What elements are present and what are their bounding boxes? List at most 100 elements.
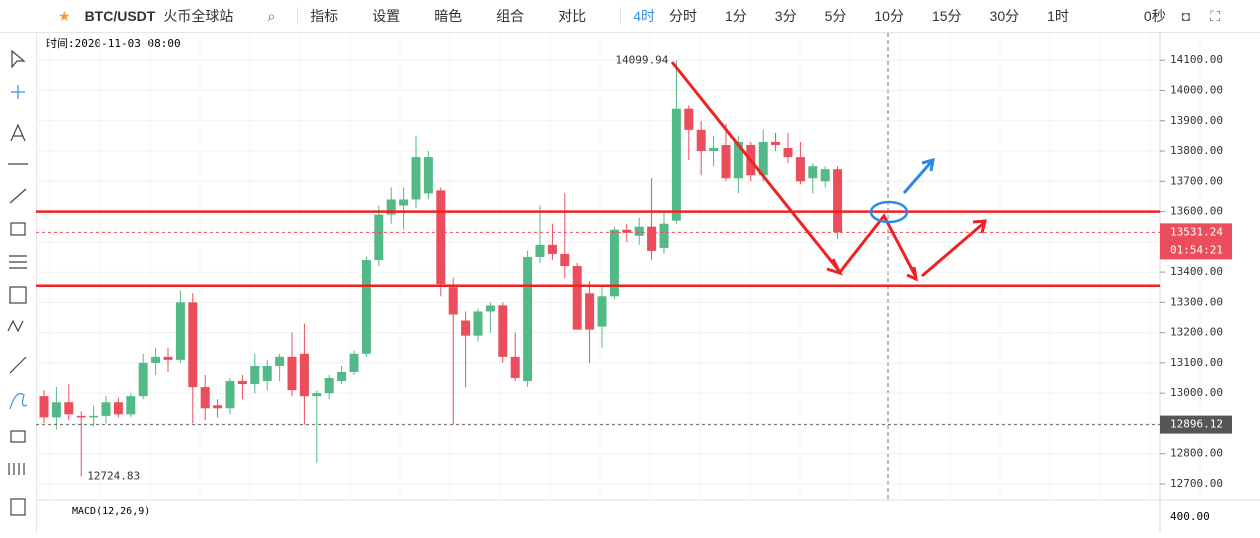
interval-button[interactable]: 分时 <box>668 8 697 24</box>
ruler-tool[interactable] <box>9 356 27 374</box>
candle-body <box>138 362 148 397</box>
fib-tool[interactable] <box>9 255 27 269</box>
camera-icon[interactable]: ◘ <box>1181 8 1191 24</box>
candle-body <box>448 287 458 315</box>
candle-body <box>287 356 297 391</box>
interval-button[interactable]: 5分 <box>824 8 847 24</box>
candle-body <box>833 169 843 233</box>
candle-body <box>337 371 347 382</box>
candle-body <box>560 253 570 267</box>
tool-icons <box>7 49 28 516</box>
drawing-tools <box>0 33 37 533</box>
candle-body <box>262 365 272 382</box>
candle-body <box>485 305 495 312</box>
y-tick-label: 12800.00 <box>1170 447 1223 460</box>
timer: 0秒 <box>1143 8 1166 24</box>
channel-tool[interactable] <box>9 188 27 204</box>
symbol[interactable]: BTC/USDT <box>84 8 156 24</box>
candle-body <box>473 311 483 336</box>
macd-label: MACD(12,26,9) <box>72 506 150 517</box>
candle-body <box>498 305 508 357</box>
interval-button[interactable]: 10分 <box>874 8 904 24</box>
text-tool[interactable] <box>10 123 26 142</box>
candle-body <box>783 148 793 158</box>
blue-circle <box>869 200 909 224</box>
lock-tool[interactable] <box>10 430 26 443</box>
candle-body <box>733 141 743 179</box>
y-tick-label: 14000.00 <box>1170 84 1223 97</box>
candle-body <box>609 229 619 297</box>
toolbar: ★ BTC/USDT 火币全球站 ⌕ 指标 设置 暗色 组合 对比 4时 分时 1分 3分 5… <box>0 0 1260 33</box>
candle-body <box>684 108 694 130</box>
price-axis-bg <box>1160 33 1260 533</box>
toolbar-button[interactable]: 指标 <box>310 8 339 24</box>
candle-body <box>188 302 198 388</box>
toolbar-button[interactable]: 组合 <box>496 8 525 24</box>
interval-group: 分时 1分 3分 5分 10分 15分 30分 1时 <box>669 6 1083 26</box>
interval-button[interactable]: 15分 <box>931 8 962 24</box>
candle-body <box>634 226 644 236</box>
candle-body <box>361 259 371 354</box>
candle-body <box>250 365 260 385</box>
last-price-label: 13531.24 <box>1170 225 1223 238</box>
candle-body <box>671 108 681 221</box>
hide-tool[interactable] <box>8 463 25 475</box>
shape-tool[interactable] <box>10 222 26 236</box>
candle-body <box>312 393 322 397</box>
wave-tool[interactable] <box>7 319 24 333</box>
interval-button[interactable]: 1分 <box>724 8 747 24</box>
arrow-head <box>826 258 843 276</box>
trash-tool[interactable] <box>10 498 26 516</box>
search-icon[interactable]: ⌕ <box>267 7 276 24</box>
candle-body <box>349 353 359 372</box>
hover-time: 时间:2020-11-03 08:00 <box>46 37 181 50</box>
y-tick-label: 13400.00 <box>1170 265 1223 278</box>
candle-body <box>324 378 334 394</box>
last-price-box <box>1160 223 1232 260</box>
candle-body <box>622 229 632 233</box>
crosshair-tool[interactable] <box>11 85 25 99</box>
fullscreen-icon[interactable]: ⛶ <box>1210 7 1220 24</box>
cursor-tool[interactable] <box>11 49 26 69</box>
candle-body <box>585 293 595 330</box>
candle-body <box>386 199 396 215</box>
countdown: 01:54:21 <box>1170 243 1223 256</box>
candle-body <box>299 353 309 397</box>
interval-button[interactable]: 30分 <box>989 8 1020 24</box>
candle-body <box>659 223 669 248</box>
candle-body <box>237 381 247 385</box>
candle-body <box>721 144 731 179</box>
candle-body <box>101 402 111 416</box>
y-tick-label: 13000.00 <box>1170 386 1223 399</box>
grid-tool[interactable] <box>9 286 27 304</box>
chart: 时间:2020-11-03 08:00 14099.94 12724.83 MAC… <box>36 33 1260 533</box>
interval-button[interactable]: 3分 <box>774 8 797 24</box>
interval-active[interactable]: 4时 <box>633 8 655 24</box>
candle-body <box>225 381 235 409</box>
y-tick-label: 13100.00 <box>1170 356 1223 369</box>
candle-body <box>771 141 781 145</box>
y-tick-label: 14100.00 <box>1170 53 1223 66</box>
candle-body <box>436 190 446 285</box>
y-tick-label: 13900.00 <box>1170 114 1223 127</box>
candle-body <box>175 302 185 360</box>
low-label: 12724.83 <box>87 469 140 482</box>
brush-tool[interactable] <box>9 393 28 410</box>
star[interactable]: ★ <box>58 7 71 24</box>
candle-body <box>374 214 384 260</box>
y-tick-label: 13700.00 <box>1170 174 1223 187</box>
toolbar-button[interactable]: 对比 <box>558 8 587 24</box>
candle-body <box>200 387 210 409</box>
toolbar-button[interactable]: 暗色 <box>434 8 463 24</box>
candle-body <box>399 199 409 206</box>
high-label: 14099.94 <box>615 53 668 66</box>
separator <box>620 7 622 25</box>
candle-body <box>213 405 223 409</box>
interval-button[interactable]: 1时 <box>1047 8 1069 24</box>
candle-body <box>647 226 657 251</box>
candle-body <box>535 244 545 257</box>
candle-body <box>89 415 99 418</box>
y-tick-label: 13800.00 <box>1170 144 1223 157</box>
toolbar-button[interactable]: 设置 <box>372 8 401 24</box>
button-group: 指标 设置 暗色 组合 对比 <box>310 6 600 26</box>
